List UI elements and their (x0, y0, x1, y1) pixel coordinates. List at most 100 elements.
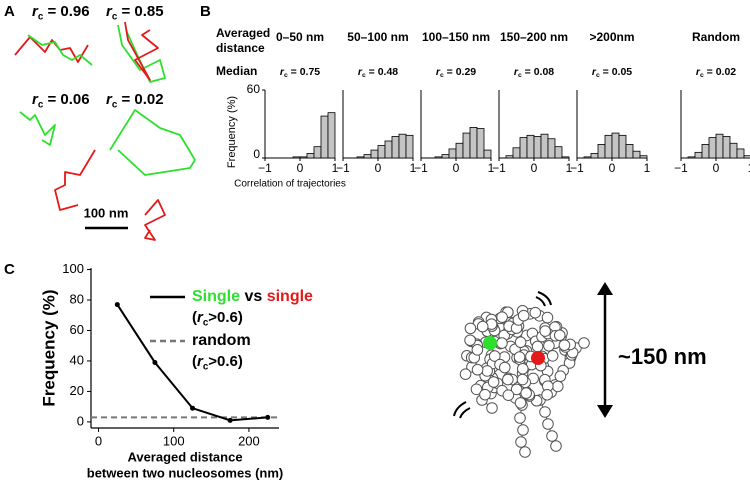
panel-label: B (200, 3, 211, 20)
bar (554, 146, 563, 159)
panel-d-diagram (453, 282, 613, 419)
text: = 0.85 (117, 3, 163, 20)
bar (540, 133, 549, 159)
bar (547, 138, 556, 159)
motion-arc (453, 401, 467, 417)
bar (377, 145, 386, 159)
bar (743, 155, 750, 159)
nucleosome (554, 370, 567, 383)
variable: r (32, 91, 39, 108)
bar (632, 150, 641, 159)
trajectory (109, 109, 196, 176)
subscript: c (112, 11, 118, 22)
subscript: c (112, 99, 118, 110)
x-tick-label: 0 (531, 161, 538, 175)
motion-arc (537, 291, 552, 306)
text: >0.6) (208, 309, 243, 326)
bar (313, 146, 322, 159)
rc-label: rc = 0.96 (32, 3, 90, 22)
variable: r (197, 353, 204, 370)
bar (483, 149, 492, 159)
subscript: c (700, 72, 704, 79)
bar (370, 149, 379, 159)
nucleosome (553, 329, 566, 342)
rc-label: (rc>0.6) (192, 309, 243, 328)
trajectory (14, 36, 89, 63)
bar (590, 153, 599, 159)
nucleosome (558, 339, 571, 351)
legend-part: vs (240, 288, 267, 305)
bar (715, 133, 724, 159)
bar (639, 155, 648, 159)
text: = 0.96 (43, 3, 89, 20)
rc-label: (rc>0.6) (192, 353, 243, 372)
column-title: Random (692, 30, 740, 44)
rc-label: rc = 0.02 (696, 66, 736, 79)
x-tick-label: −1 (414, 161, 428, 175)
bar (729, 142, 738, 159)
legend-part: Single (192, 288, 240, 305)
subscript: c (518, 72, 522, 79)
labeled-nucleosome (483, 336, 497, 350)
nucleosome (515, 436, 527, 448)
panel-label: C (4, 261, 15, 278)
bar (356, 156, 365, 159)
variable: r (106, 3, 113, 20)
bar (434, 156, 443, 159)
nucleosome (459, 368, 472, 380)
bar (448, 148, 457, 159)
subscript: c (596, 72, 600, 79)
nucleosome (471, 363, 484, 376)
variable: r (696, 66, 701, 78)
bar (604, 134, 613, 159)
y-tick-label: 80 (70, 291, 84, 306)
x-tick-label: 1 (644, 161, 651, 175)
point (265, 414, 271, 420)
text: = 0.29 (444, 66, 477, 78)
bar (687, 156, 696, 159)
bar (597, 143, 606, 159)
text: ( (192, 309, 197, 326)
trajectory (54, 149, 96, 211)
bar (694, 151, 703, 159)
bar (391, 136, 400, 159)
x-tick-label: 1 (748, 161, 750, 175)
row-label: distance (216, 41, 265, 55)
legend-label: Single vs single (192, 288, 313, 305)
bar (441, 154, 450, 159)
bar (299, 156, 308, 159)
nucleosome (486, 402, 498, 414)
point (227, 417, 233, 423)
bar (625, 143, 634, 159)
subscript: c (362, 72, 366, 79)
bar (701, 143, 710, 159)
rc-label: rc = 0.29 (436, 66, 476, 79)
bar (469, 127, 478, 159)
bar (327, 112, 336, 159)
nucleosome (516, 373, 529, 386)
nucleosome (502, 389, 515, 402)
point (114, 302, 120, 308)
nucleosome (476, 320, 489, 333)
y-tick-label: 20 (70, 383, 84, 398)
bar (519, 137, 528, 159)
x-tick-label: −1 (258, 161, 272, 175)
variable: r (280, 66, 285, 78)
x-tick-label: 0 (297, 161, 304, 175)
size-label: ~150 nm (618, 344, 707, 369)
text: = 0.05 (600, 66, 633, 78)
rc-label: rc = 0.85 (106, 3, 164, 22)
nucleosome (464, 334, 476, 347)
nucleosome (514, 336, 527, 349)
bar (533, 136, 542, 159)
nucleosome (496, 337, 508, 349)
column-title: >200nm (589, 30, 634, 44)
nucleosome (513, 351, 526, 363)
text: = 0.02 (704, 66, 737, 78)
x-tick-label: −1 (336, 161, 350, 175)
bar (618, 134, 627, 159)
x-axis-label: between two nucleosomes (nm) (87, 465, 283, 480)
bar (292, 156, 301, 159)
x-axis-label: Averaged distance (127, 449, 242, 464)
subscript: c (38, 11, 44, 22)
